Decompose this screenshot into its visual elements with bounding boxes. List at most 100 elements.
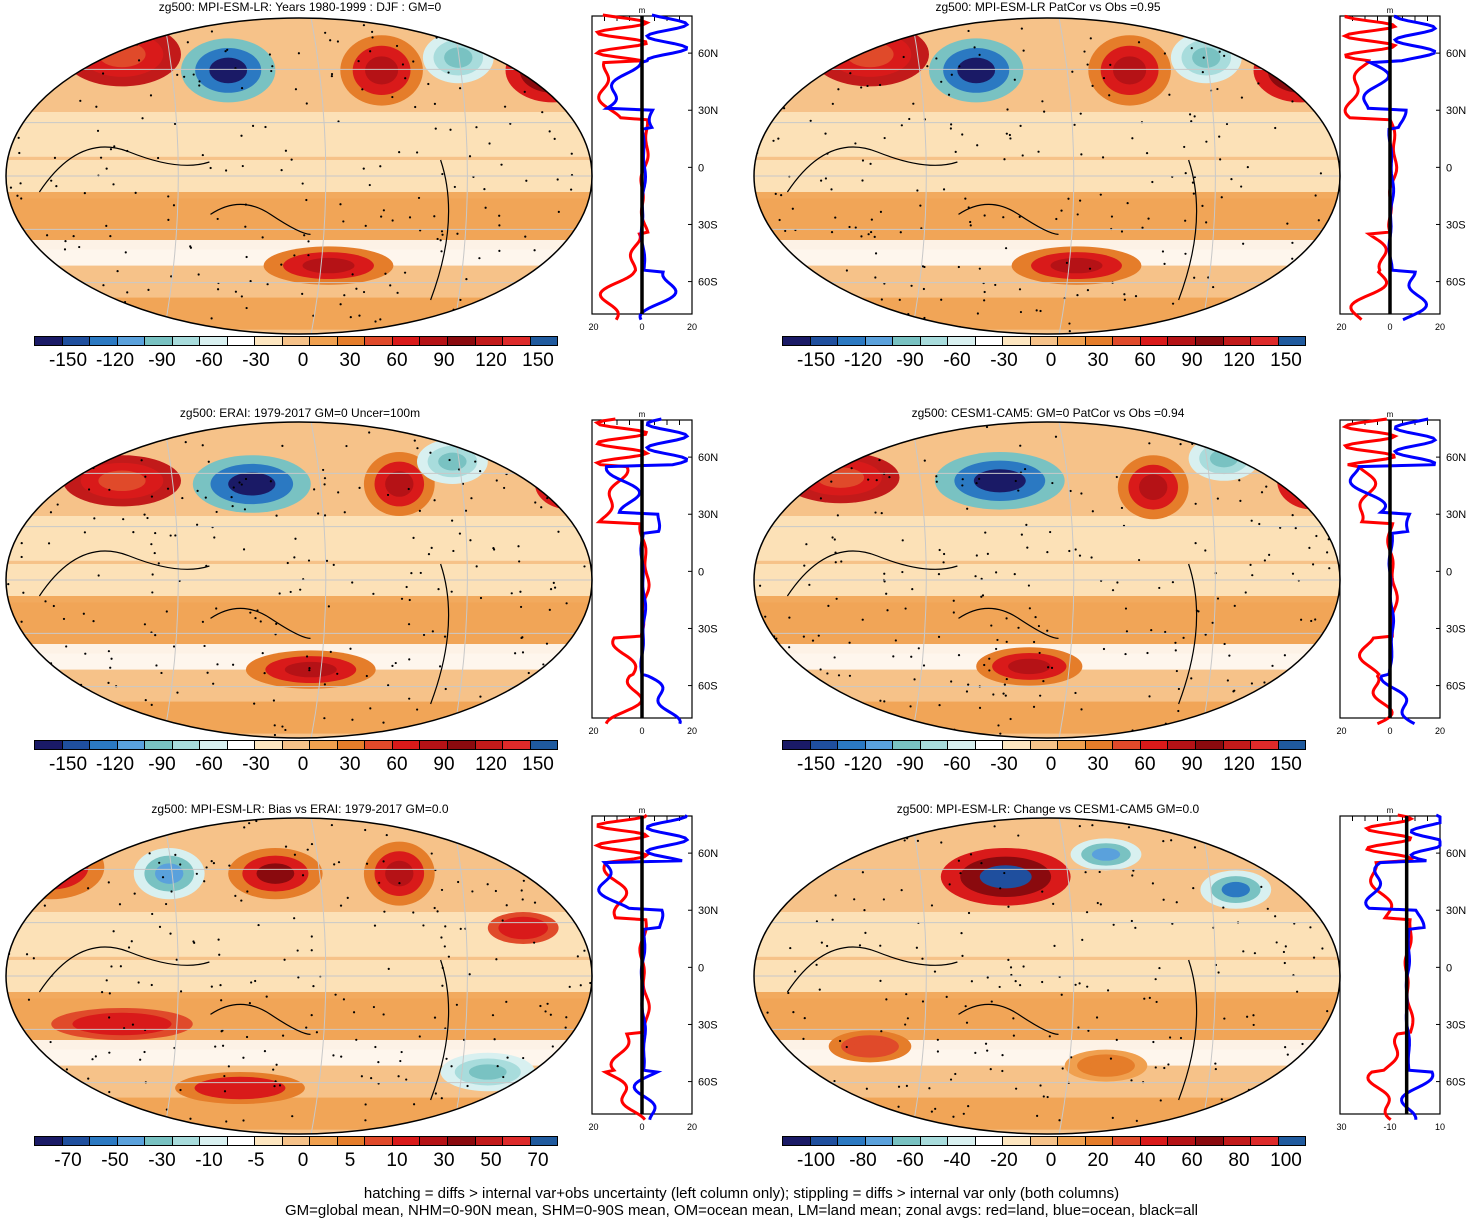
- stipple-dot: [131, 1023, 135, 1026]
- stipple-dot: [466, 1084, 469, 1088]
- stipple-dot: [879, 979, 882, 982]
- stipple-dot: [878, 458, 881, 462]
- stipple-dot: [369, 707, 372, 710]
- stipple-dot: [387, 684, 390, 687]
- stipple-dot: [275, 514, 278, 517]
- stipple-dot: [1216, 497, 1219, 500]
- stipple-dot: [779, 900, 782, 903]
- stipple-dot: [1213, 36, 1217, 40]
- stipple-dot: [957, 654, 961, 657]
- stipple-dot: [46, 88, 49, 91]
- graticule-line: [162, 422, 179, 738]
- colorbar-tick-label: 30: [339, 754, 361, 775]
- stipple-dot: [386, 493, 390, 497]
- stipple-dot: [501, 919, 504, 922]
- stipple-dot: [512, 468, 515, 471]
- stipple-dot: [1091, 84, 1094, 87]
- stipple-dot: [898, 298, 901, 301]
- stipple-dot: [439, 239, 442, 242]
- colorbar-swatch: [117, 337, 146, 345]
- stipple-dot: [860, 86, 863, 89]
- stipple-dot: [914, 732, 917, 735]
- colorbar-swatch: [475, 741, 504, 749]
- stipple-dot: [902, 55, 905, 59]
- stipple-dot: [980, 577, 983, 580]
- zonal-unit-label: m: [1387, 6, 1394, 15]
- stipple-dot: [450, 590, 453, 593]
- colorbar-swatch: [948, 337, 976, 345]
- stipple-dot: [940, 841, 943, 844]
- stipple-dot: [357, 60, 360, 63]
- colorbar-swatch: [145, 337, 173, 345]
- stipple-dot: [55, 184, 58, 188]
- stipple-dot: [374, 320, 377, 323]
- stipple-dot: [198, 80, 201, 83]
- stipple-dot: [1218, 50, 1221, 53]
- stipple-dot: [168, 319, 172, 322]
- stipple-dot: [184, 441, 187, 444]
- stipple-dot: [119, 965, 122, 968]
- stipple-dot: [107, 650, 110, 653]
- stipple-dot: [342, 998, 346, 1001]
- stipple-dot: [23, 1110, 26, 1113]
- stipple-dot: [172, 204, 176, 207]
- colorbar-tick-label: 120: [1223, 350, 1255, 371]
- stipple-dot: [826, 672, 829, 675]
- stipple-dot: [18, 151, 21, 155]
- stipple-dot: [74, 301, 77, 305]
- stipple-dot: [364, 828, 367, 832]
- stipple-dot: [1306, 836, 1309, 839]
- stipple-dot: [433, 215, 436, 218]
- stipple-dot: [240, 295, 243, 298]
- stipple-dot: [1324, 454, 1327, 457]
- stipple-dot: [242, 1119, 245, 1122]
- stipple-dot: [875, 479, 878, 482]
- stipple-dot: [489, 724, 492, 727]
- stipple-dot: [1174, 641, 1177, 644]
- stipple-dot: [993, 825, 996, 828]
- stipple-dot: [1123, 293, 1126, 296]
- colorbar-swatch: [282, 1137, 311, 1145]
- stipple-dot: [1047, 666, 1050, 669]
- map-plot: [5, 421, 593, 739]
- stipple-dot: [23, 870, 27, 873]
- land-zonal-mean-line: [593, 417, 651, 725]
- stipple-dot: [861, 618, 864, 621]
- stipple-dot: [901, 539, 904, 542]
- stipple-dot: [998, 985, 1001, 989]
- stipple-dot: [197, 273, 200, 276]
- lat-label: 30S: [1446, 219, 1466, 231]
- stipple-dot: [409, 429, 412, 432]
- stipple-dot: [1223, 1017, 1226, 1020]
- stipple-dot: [1292, 840, 1295, 843]
- stipple-dot: [1004, 247, 1008, 250]
- stipple-dot: [967, 1105, 970, 1108]
- stipple-dot: [1148, 996, 1151, 1000]
- stipple-dot: [430, 546, 433, 549]
- stipple-dot: [1017, 834, 1020, 837]
- stipple-dot: [762, 128, 765, 132]
- stipple-dot: [325, 559, 329, 562]
- stipple-dot: [173, 122, 177, 125]
- stipple-dot: [189, 245, 192, 248]
- panel-4: zg500: CESM1-CAM5: GM=0 PatCor vs Obs =0…: [748, 404, 1483, 804]
- stipple-dot: [20, 61, 23, 64]
- stipple-dot: [781, 726, 784, 729]
- colorbar-swatch: [1113, 1137, 1141, 1145]
- stipple-dot: [351, 273, 354, 276]
- stipple-dot: [1063, 16, 1065, 17]
- graticule-line: [451, 422, 468, 738]
- stipple-dot: [808, 583, 811, 586]
- stipple-dot: [553, 586, 557, 589]
- stipple-dot: [819, 179, 823, 182]
- stipple-dot: [405, 585, 408, 589]
- stipple-dot: [1301, 733, 1304, 736]
- stipple-dot: [880, 298, 883, 301]
- stipple-dot: [1095, 1016, 1099, 1019]
- stipple-dot: [474, 834, 477, 837]
- stipple-dot: [848, 674, 852, 677]
- lat-label: 60S: [1446, 277, 1466, 289]
- stipple-dot: [1201, 204, 1204, 207]
- stipple-dot: [240, 134, 243, 137]
